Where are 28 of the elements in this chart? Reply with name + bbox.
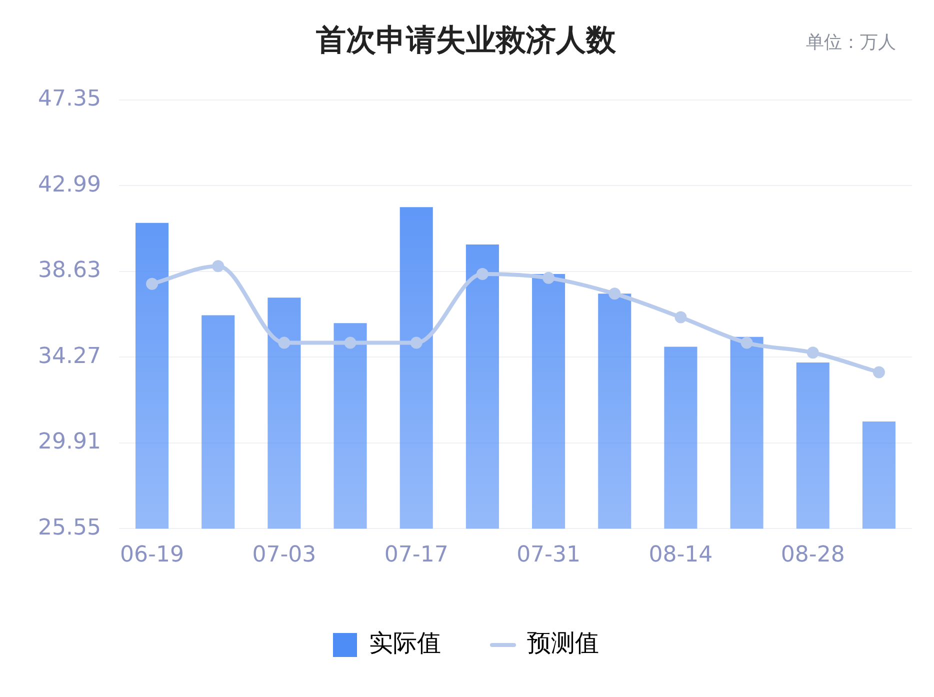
point [806, 346, 819, 359]
legend-label: 实际值 [369, 629, 441, 658]
y-tick-label: 47.35 [38, 86, 101, 112]
point [212, 260, 224, 272]
x-tick-label: 07-03 [252, 542, 316, 568]
text: 单位：万人 [806, 31, 896, 54]
y-tick-label: 25.55 [38, 515, 101, 540]
point [476, 268, 488, 280]
point [542, 272, 555, 284]
y-tick-label: 38.63 [38, 258, 101, 284]
point [674, 311, 687, 324]
x-tick-label: 06-19 [120, 542, 184, 568]
chart-title: 首次申请失业救济人数 [316, 22, 617, 58]
y-tick-label: 42.99 [38, 172, 101, 198]
point [872, 366, 885, 378]
x-tick-label: 08-28 [780, 542, 845, 568]
point [146, 278, 158, 290]
y-tick-label: 34.27 [38, 344, 101, 369]
legend-label: 预测值 [527, 629, 599, 658]
y-tick-label: 29.91 [38, 430, 101, 455]
x-tick-label: 08-14 [648, 542, 713, 568]
x-tick-label: 07-17 [384, 542, 448, 568]
point [608, 288, 621, 300]
point [344, 336, 356, 349]
point [410, 336, 422, 349]
x-tick-label: 07-31 [516, 542, 580, 568]
point [278, 336, 290, 349]
point [740, 336, 753, 349]
